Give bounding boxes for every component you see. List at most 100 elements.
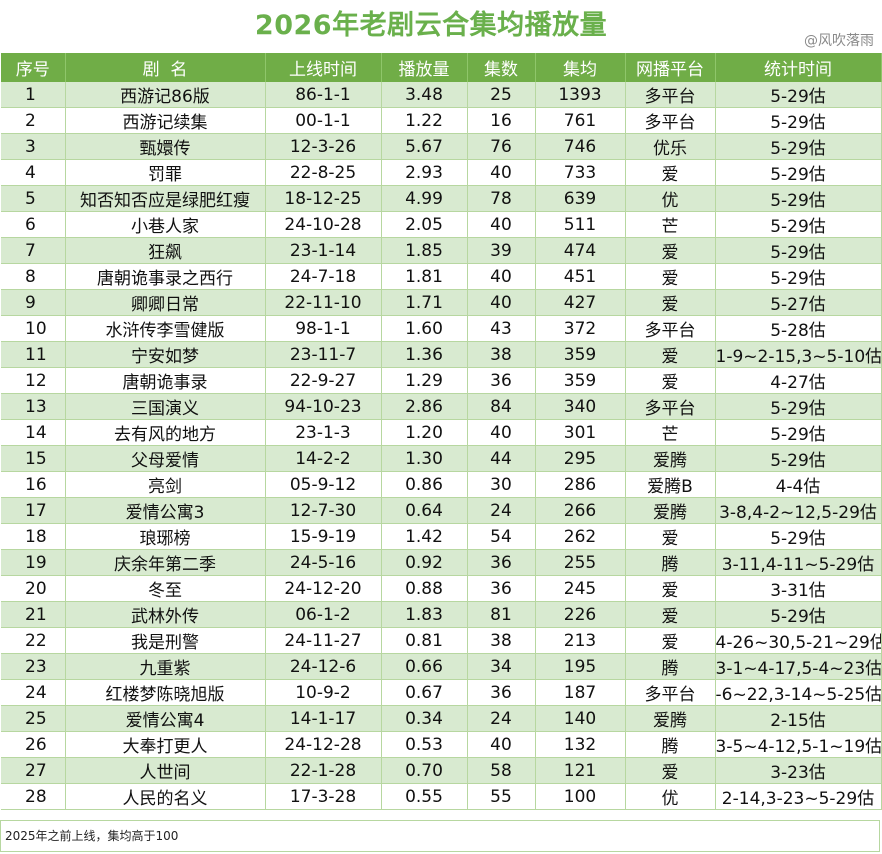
cell-views: 1.60 [381, 315, 468, 342]
cell-index: 23 [1, 653, 66, 680]
cell-title: 小巷人家 [65, 211, 266, 238]
cell-index: 13 [1, 393, 66, 420]
table-row: 20 冬至 24-12-20 0.88 36 245 爱 3-31估 [1, 575, 882, 602]
col-header-index[interactable]: 序号 [1, 53, 66, 82]
cell-views: 0.92 [381, 549, 468, 576]
cell-stat-date: 5-29估 [715, 211, 882, 238]
cell-views: 4.99 [381, 185, 468, 212]
cell-episodes: 24 [467, 497, 536, 524]
footnote: 2025年之前上线，集均高于100 [0, 820, 880, 852]
cell-views: 1.29 [381, 367, 468, 394]
cell-per-episode: 286 [535, 471, 626, 498]
cell-index: 21 [1, 601, 66, 628]
cell-platform: 爱腾B [625, 471, 716, 498]
cell-release-date: 24-11-27 [265, 627, 382, 654]
cell-stat-date: 3-31估 [715, 575, 882, 602]
col-header-per-episode[interactable]: 集均 [535, 53, 626, 82]
col-header-release-date[interactable]: 上线时间 [265, 53, 382, 82]
cell-release-date: 24-7-18 [265, 263, 382, 290]
cell-stat-date: 4-4估 [715, 471, 882, 498]
cell-per-episode: 262 [535, 523, 626, 550]
cell-episodes: 81 [467, 601, 536, 628]
table-row: 1 西游记86版 86-1-1 3.48 25 1393 多平台 5-29估 [1, 82, 882, 108]
cell-platform: 腾 [625, 653, 716, 680]
cell-title: 人民的名义 [65, 783, 266, 810]
cell-episodes: 76 [467, 133, 536, 160]
cell-title: 甄嬛传 [65, 133, 266, 160]
col-header-stat-date[interactable]: 统计时间 [715, 53, 882, 82]
col-header-title[interactable]: 剧 名 [65, 53, 266, 82]
cell-per-episode: 359 [535, 367, 626, 394]
cell-index: 18 [1, 523, 66, 550]
cell-release-date: 23-11-7 [265, 341, 382, 368]
table-row: 4 罚罪 22-8-25 2.93 40 733 爱 5-29估 [1, 159, 882, 186]
cell-views: 1.20 [381, 419, 468, 446]
cell-episodes: 39 [467, 237, 536, 264]
col-header-episodes[interactable]: 集数 [467, 53, 536, 82]
cell-index: 10 [1, 315, 66, 342]
cell-title: 父母爱情 [65, 445, 266, 472]
cell-index: 6 [1, 211, 66, 238]
cell-views: 1.22 [381, 107, 468, 134]
cell-episodes: 36 [467, 367, 536, 394]
cell-stat-date: 3-23估 [715, 757, 882, 784]
cell-index: 27 [1, 757, 66, 784]
cell-title: 三国演义 [65, 393, 266, 420]
cell-episodes: 40 [467, 263, 536, 290]
cell-platform: 爱 [625, 237, 716, 264]
cell-release-date: 10-9-2 [265, 679, 382, 706]
cell-views: 0.34 [381, 705, 468, 732]
cell-per-episode: 132 [535, 731, 626, 758]
table-row: 27 人世间 22-1-28 0.70 58 121 爱 3-23估 [1, 757, 882, 784]
cell-per-episode: 511 [535, 211, 626, 238]
cell-release-date: 12-7-30 [265, 497, 382, 524]
cell-per-episode: 213 [535, 627, 626, 654]
cell-stat-date: 3-11,4-11~5-29估 [715, 549, 882, 576]
cell-episodes: 36 [467, 549, 536, 576]
cell-views: 0.66 [381, 653, 468, 680]
cell-views: 0.88 [381, 575, 468, 602]
cell-stat-date: 4-27估 [715, 367, 882, 394]
cell-views: 2.86 [381, 393, 468, 420]
cell-platform: 爱 [625, 289, 716, 316]
cell-views: 1.30 [381, 445, 468, 472]
col-header-platform[interactable]: 网播平台 [625, 53, 716, 82]
cell-per-episode: 761 [535, 107, 626, 134]
cell-episodes: 40 [467, 289, 536, 316]
table-row: 10 水浒传李雪健版 98-1-1 1.60 43 372 多平台 5-28估 [1, 315, 882, 342]
cell-per-episode: 140 [535, 705, 626, 732]
col-header-views[interactable]: 播放量 [381, 53, 468, 82]
cell-stat-date: 5-29估 [715, 159, 882, 186]
cell-release-date: 23-1-3 [265, 419, 382, 446]
cell-per-episode: 226 [535, 601, 626, 628]
cell-episodes: 40 [467, 419, 536, 446]
cell-release-date: 24-12-28 [265, 731, 382, 758]
cell-release-date: 15-9-19 [265, 523, 382, 550]
cell-episodes: 34 [467, 653, 536, 680]
cell-episodes: 84 [467, 393, 536, 420]
cell-per-episode: 245 [535, 575, 626, 602]
cell-title: 九重紫 [65, 653, 266, 680]
table-row: 24 红楼梦陈晓旭版 10-9-2 0.67 36 187 多平台 -6~22,3-14~5-… [1, 679, 882, 706]
table-row: 3 甄嬛传 12-3-26 5.67 76 746 优乐 5-29估 [1, 133, 882, 160]
cell-release-date: 00-1-1 [265, 107, 382, 134]
cell-stat-date: 5-29估 [715, 237, 882, 264]
cell-index: 19 [1, 549, 66, 576]
cell-views: 1.36 [381, 341, 468, 368]
table-row: 13 三国演义 94-10-23 2.86 84 340 多平台 5-29估 [1, 393, 882, 420]
cell-platform: 爱 [625, 523, 716, 550]
cell-stat-date: 5-28估 [715, 315, 882, 342]
cell-views: 0.64 [381, 497, 468, 524]
cell-views: 2.05 [381, 211, 468, 238]
cell-episodes: 30 [467, 471, 536, 498]
cell-per-episode: 746 [535, 133, 626, 160]
cell-episodes: 58 [467, 757, 536, 784]
cell-title: 去有风的地方 [65, 419, 266, 446]
cell-per-episode: 340 [535, 393, 626, 420]
cell-title: 唐朝诡事录 [65, 367, 266, 394]
cell-platform: 爱腾 [625, 445, 716, 472]
cell-episodes: 36 [467, 575, 536, 602]
cell-platform: 多平台 [625, 107, 716, 134]
header-row: 序号 剧 名 上线时间 播放量 集数 集均 网播平台 统计时间 [1, 53, 882, 82]
cell-release-date: 22-8-25 [265, 159, 382, 186]
